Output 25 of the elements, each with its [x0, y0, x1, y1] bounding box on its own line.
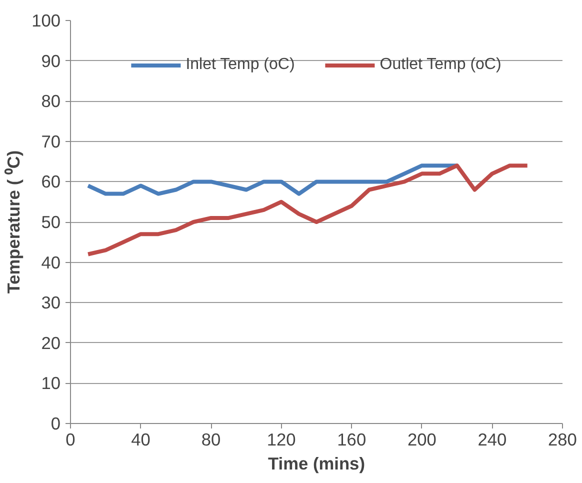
- line-series: [86, 164, 460, 196]
- x-tick-label: 40: [131, 430, 150, 450]
- x-tick-label: 120: [266, 430, 296, 450]
- x-tick-label: 0: [66, 430, 76, 450]
- line-series: [86, 164, 530, 256]
- x-axis-title: Time (mins): [268, 454, 365, 474]
- legend-label: Outlet Temp (oC): [380, 56, 502, 74]
- y-tick-label: 80: [41, 91, 61, 112]
- x-tick-label: 160: [337, 430, 366, 450]
- y-tick-label: 70: [41, 131, 61, 152]
- y-tick-label: 30: [41, 292, 61, 313]
- y-tick-label: 10: [41, 373, 61, 394]
- y-tick-label: 60: [41, 172, 61, 192]
- x-tick-label: 200: [407, 430, 436, 450]
- y-tick-label: 0: [50, 414, 61, 434]
- y-axis-title: Temperature ( ⁰C): [4, 150, 24, 294]
- legend-label: Inlet Temp (oC): [186, 56, 295, 74]
- y-tick-label: 40: [41, 252, 61, 272]
- y-tick-label: 20: [41, 332, 61, 353]
- y-tick-label: 90: [41, 50, 61, 71]
- x-tick-label: 80: [201, 430, 221, 450]
- y-tick-label: 50: [41, 212, 61, 232]
- x-tick-label: 240: [478, 430, 507, 450]
- x-tick-label: 280: [548, 430, 577, 450]
- y-tick-label: 100: [32, 10, 61, 30]
